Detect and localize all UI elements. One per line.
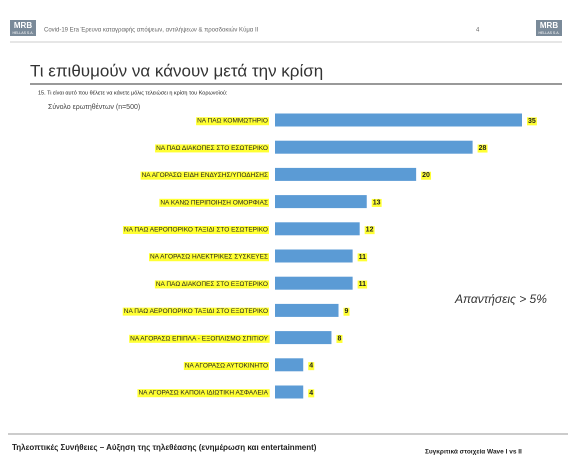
- value-highlight: [308, 362, 315, 371]
- value-label: 11: [359, 281, 367, 288]
- value-label: 4: [309, 363, 313, 370]
- value-label: 4: [309, 390, 313, 397]
- footer-left: Τηλεοπτικές Συνήθειες – Αύξηση της τηλεθ…: [12, 443, 317, 452]
- bar: [275, 276, 353, 290]
- label-highlight: [122, 307, 269, 316]
- label-highlight: [148, 253, 269, 262]
- chart-subtitle: Σύνολο ερωτηθέντων (n=500): [48, 103, 140, 111]
- value-highlight: [364, 226, 375, 235]
- label-highlight: [129, 334, 270, 343]
- value-label: 11: [359, 254, 367, 261]
- category-label: ΝΑ ΑΓΟΡΑΣΩ ΚΑΠΟΙΑ ΙΔΙΩΤΙΚΗ ΑΣΦΑΛΕΙΑ: [138, 390, 268, 397]
- bar: [275, 303, 339, 317]
- value-label: 35: [528, 118, 536, 125]
- logo-box: [10, 20, 36, 36]
- label-highlight: [183, 362, 269, 371]
- value-highlight: [336, 334, 343, 343]
- value-highlight: [308, 389, 315, 398]
- category-label: ΝΑ ΑΓΟΡΑΣΩ ΗΛΕΚΤΡΙΚΕΣ ΣΥΣΚΕΥΕΣ: [150, 254, 268, 261]
- value-label: 20: [422, 172, 430, 179]
- value-highlight: [343, 307, 350, 316]
- category-label: ΝΑ ΠΑΩ ΚΟΜΜΩΤΗΡΙΟ: [197, 118, 268, 125]
- bar: [275, 195, 367, 209]
- bar: [275, 222, 360, 236]
- category-label: ΝΑ ΑΓΟΡΑΣΩ ΕΙΔΗ ΕΝΔΥΣΗΣ/ΥΠΟΔΗΣΗΣ: [142, 172, 268, 179]
- value-highlight: [527, 117, 537, 126]
- bar: [275, 385, 304, 399]
- category-label: ΝΑ ΠΑΩ ΔΙΑΚΟΠΕΣ ΣΤΟ ΕΣΩΤΕΡΙΚΟ: [156, 145, 268, 152]
- label-highlight: [159, 198, 269, 207]
- label-highlight: [140, 171, 269, 180]
- category-label: ΝΑ ΠΑΩ ΑΕΡΟΠΟΡΙΚΟ ΤΑΞΙΔΙ ΣΤΟ ΕΞΩΤΕΡΙΚΟ: [124, 308, 268, 315]
- bar: [275, 358, 304, 372]
- category-label: ΝΑ ΑΓΟΡΑΣΩ ΕΠΙΠΛΑ - ΕΞΟΠΛΙΣΜΟ ΣΠΙΤΙΟΥ: [130, 335, 268, 342]
- label-highlight: [155, 144, 269, 153]
- bar: [275, 140, 473, 154]
- bar: [275, 249, 353, 263]
- value-highlight: [477, 144, 488, 153]
- logo: MRB: [540, 21, 558, 30]
- slide-title: Τι επιθυμούν να κάνουν μετά την κρίση: [30, 61, 323, 80]
- logo-sub: HELLAS S.A.: [12, 31, 33, 35]
- logo-sub: HELLAS S.A.: [538, 31, 559, 35]
- label-highlight: [122, 226, 269, 235]
- bar: [275, 167, 417, 181]
- value-highlight: [357, 253, 368, 262]
- value-label: 13: [373, 199, 381, 206]
- category-label: ΝΑ ΠΑΩ ΔΙΑΚΟΠΕΣ ΣΤΟ ΕΞΩΤΕΡΙΚΟ: [156, 281, 268, 288]
- value-highlight: [371, 198, 382, 207]
- value-highlight: [357, 280, 368, 289]
- value-label: 9: [345, 308, 349, 315]
- category-label: ΝΑ ΠΑΩ ΑΕΡΟΠΟΡΙΚΟ ΤΑΞΙΔΙ ΣΤΟ ΕΣΩΤΕΡΙΚΟ: [124, 227, 268, 234]
- annotation: Απαντήσεις > 5%: [454, 292, 547, 306]
- chart: ΝΑ ΠΑΩ ΚΟΜΜΩΤΗΡΙΟ 35 ΝΑ ΠΑΩ ΔΙΑΚΟΠΕΣ ΣΤΟ Ε…: [122, 113, 537, 399]
- logo: MRB: [14, 21, 32, 30]
- header-text: Covid-19 Era Έρευνα καταγραφής απόψεων, …: [44, 27, 259, 34]
- category-label: ΝΑ ΑΓΟΡΑΣΩ ΑΥΤΟΚΙΝΗΤΟ: [185, 363, 268, 370]
- page-number: 4: [476, 28, 480, 34]
- label-highlight: [154, 280, 269, 289]
- value-label: 12: [366, 227, 374, 234]
- bar: [275, 331, 332, 345]
- value-label: 8: [337, 335, 341, 342]
- logo-box: [536, 20, 562, 36]
- value-label: 28: [479, 145, 487, 152]
- category-label: ΝΑ ΚΑΝΩ ΠΕΡΙΠΟΙΗΣΗ ΟΜΟΡΦΙΑΣ: [160, 199, 268, 206]
- bar: [275, 113, 522, 127]
- value-highlight: [421, 171, 432, 180]
- label-highlight: [196, 117, 269, 126]
- footer-right: Συγκριτικά στοιχεία Wave I vs II: [425, 449, 522, 456]
- label-highlight: [137, 389, 270, 398]
- question: 15. Τι είναι αυτό που θέλετε να κάνετε μ…: [38, 89, 228, 96]
